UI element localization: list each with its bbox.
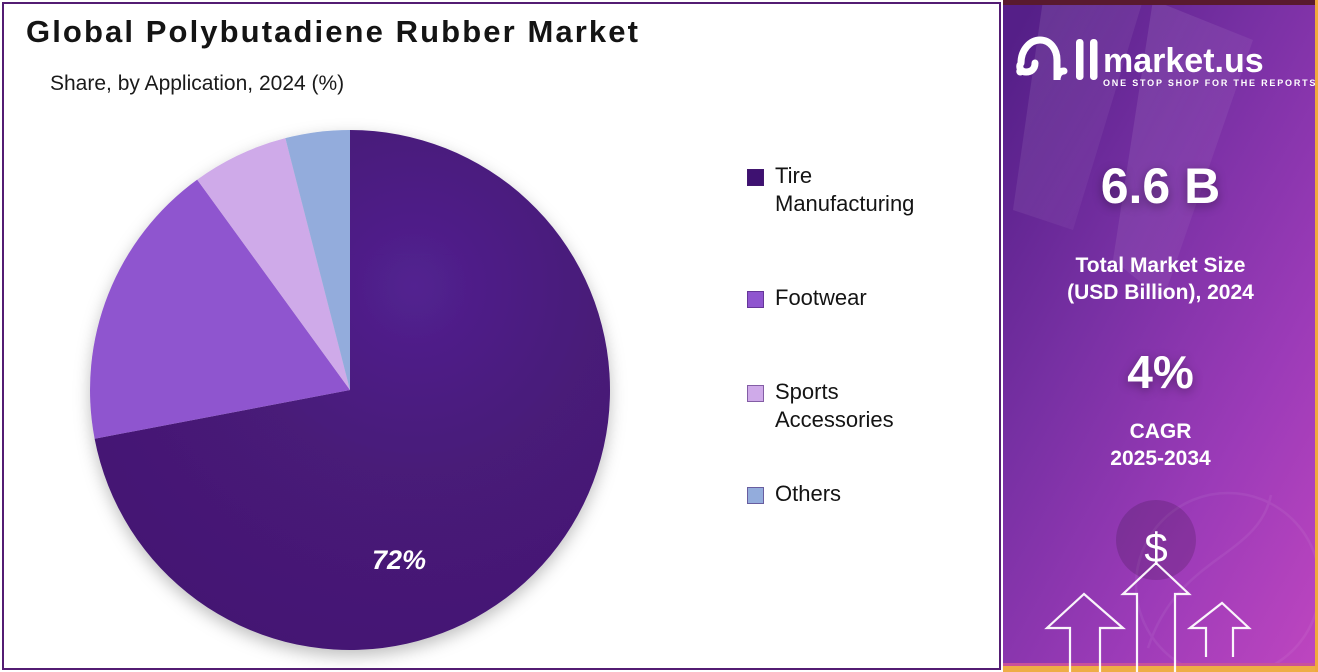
svg-text:ONE STOP SHOP FOR THE REPORTS: ONE STOP SHOP FOR THE REPORTS bbox=[1103, 78, 1317, 88]
svg-text:market.us: market.us bbox=[1103, 42, 1264, 80]
svg-text:72%: 72% bbox=[372, 545, 426, 575]
